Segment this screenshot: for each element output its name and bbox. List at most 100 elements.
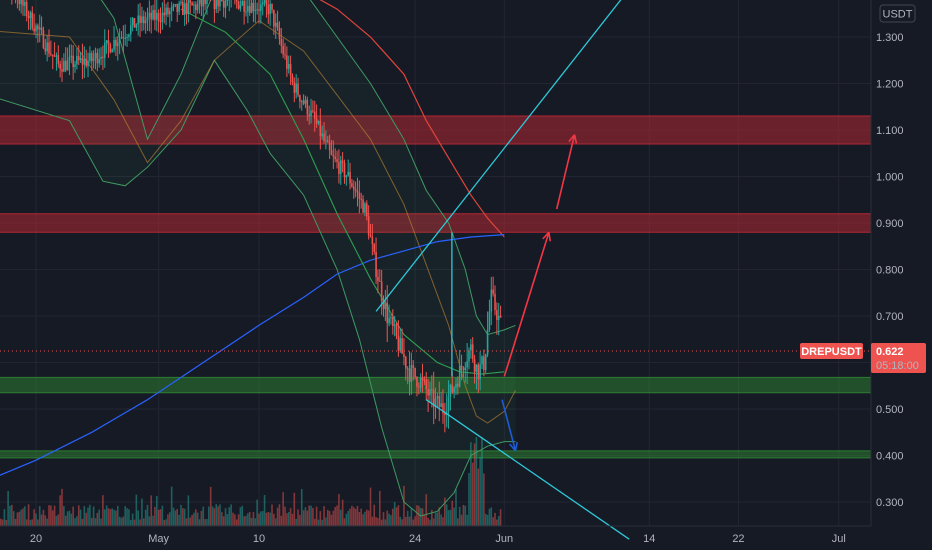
zone-band: [0, 377, 871, 393]
candle-body: [343, 163, 346, 178]
candle-body: [20, 0, 22, 5]
candle-body: [155, 12, 158, 20]
volume-bar: [295, 518, 297, 526]
candle-body: [484, 354, 487, 371]
volume-bar: [79, 509, 82, 526]
volume-bar: [408, 516, 411, 526]
volume-bar: [380, 519, 383, 526]
volume-bar: [377, 517, 379, 526]
candle-body: [183, 3, 186, 15]
volume-bar: [455, 489, 457, 526]
volume-bar: [421, 508, 424, 526]
candle-body: [235, 0, 238, 2]
volume-bar: [427, 517, 429, 526]
volume-bar: [27, 504, 30, 526]
candle-body: [284, 54, 286, 56]
volume-bar: [447, 510, 450, 526]
volume-bar: [50, 505, 52, 526]
volume-bar: [189, 517, 192, 526]
candle-body: [332, 154, 335, 157]
volume-bar: [243, 516, 245, 526]
volume-bar: [438, 507, 441, 526]
volume-bar: [55, 515, 58, 526]
candle-body: [79, 58, 82, 61]
candle-body: [419, 377, 422, 388]
candle-body: [131, 18, 134, 26]
volume-bar: [81, 518, 84, 526]
candle-body: [224, 0, 227, 8]
candle-body: [113, 39, 115, 50]
volume-bar: [116, 505, 119, 526]
x-tick-label: 14: [643, 533, 655, 545]
arrow-up-first: [503, 232, 550, 377]
candle-body: [267, 4, 270, 15]
volume-bar: [221, 512, 223, 526]
candle-body: [427, 389, 429, 396]
volume-bar: [9, 505, 11, 526]
candle-body: [490, 289, 493, 312]
candle-body: [386, 302, 389, 324]
candle-body: [349, 171, 351, 184]
candle-body: [464, 367, 467, 371]
candle-body: [341, 160, 344, 164]
candle-body: [312, 110, 314, 112]
volume-bar: [46, 518, 48, 526]
candle-body: [300, 101, 303, 103]
volume-bar: [393, 501, 396, 526]
candle-body: [486, 329, 489, 355]
volume-bar: [51, 510, 54, 526]
volume-bar: [464, 505, 467, 526]
candle-body: [128, 34, 130, 37]
candle-body: [102, 56, 104, 58]
volume-bar: [432, 518, 435, 526]
volume-bar: [163, 519, 166, 526]
volume-bar: [453, 507, 455, 526]
candle-body: [354, 189, 357, 191]
volume-bar: [444, 497, 446, 526]
volume-bar: [174, 510, 177, 526]
candle-body: [191, 2, 193, 6]
arrow-down: [501, 399, 517, 452]
candle-body: [321, 133, 323, 137]
candle-body: [403, 353, 405, 357]
candle-body: [308, 114, 310, 117]
volume-bar: [176, 509, 179, 526]
volume-bar: [494, 512, 496, 526]
currency-badge[interactable]: USDT: [879, 4, 916, 23]
candle-body: [302, 101, 305, 104]
candle-body: [206, 0, 208, 5]
time-axis[interactable]: 20 May 10 24 Jun 14 22 Jul: [30, 533, 846, 545]
candle-body: [142, 16, 145, 24]
volume-bar: [399, 516, 402, 526]
band-upper: [100, 0, 516, 336]
volume-bar: [440, 514, 442, 526]
candle-body: [496, 310, 498, 320]
candle-body: [176, 3, 179, 12]
candle-body: [416, 377, 418, 387]
candle-body: [53, 55, 56, 57]
candle-body: [336, 159, 338, 162]
candle-body: [239, 5, 242, 9]
volume-bar: [403, 486, 405, 526]
volume-bar: [96, 512, 99, 526]
candle-body: [59, 63, 61, 70]
candle-body: [304, 99, 307, 104]
arrow-down-head: [514, 441, 518, 452]
candle-body: [286, 55, 288, 69]
candle-body: [397, 335, 400, 351]
candle-body: [395, 324, 398, 336]
candle-body: [174, 3, 177, 6]
volume-bar: [492, 517, 494, 526]
volume-bar: [297, 509, 299, 526]
volume-bar: [442, 517, 444, 526]
zone-band: [0, 450, 871, 458]
candle-body: [323, 133, 325, 141]
candle-body: [187, 0, 190, 14]
volume-bar: [269, 512, 271, 526]
candle-body: [217, 0, 219, 7]
volume-bar: [219, 504, 221, 526]
volume-bar: [392, 508, 394, 526]
candle-body: [287, 63, 290, 69]
volume-bar: [382, 512, 385, 526]
